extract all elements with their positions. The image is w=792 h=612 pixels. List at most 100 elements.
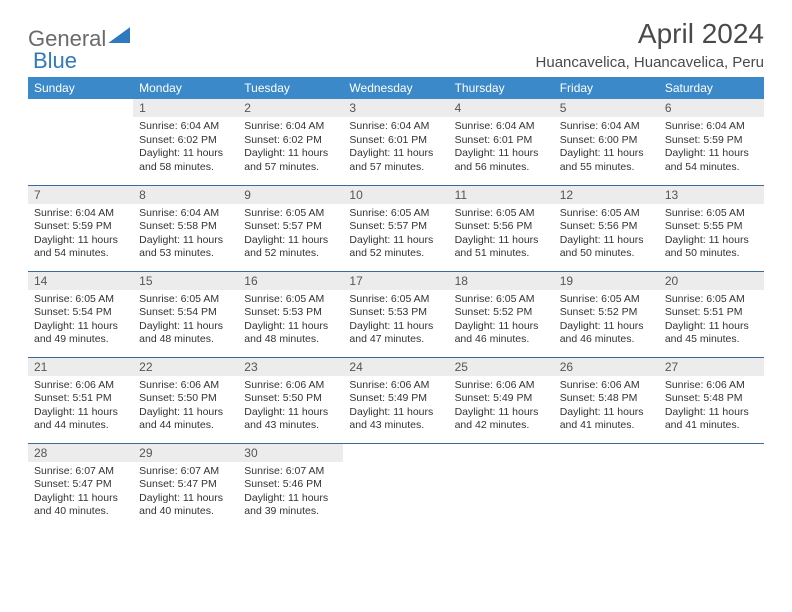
sunrise-text: Sunrise: 6:05 AM [560, 207, 653, 221]
sunrise-text: Sunrise: 6:05 AM [244, 207, 337, 221]
sunset-text: Sunset: 5:52 PM [560, 306, 653, 320]
sunrise-text: Sunrise: 6:04 AM [139, 120, 232, 134]
sunset-text: Sunset: 5:54 PM [139, 306, 232, 320]
calendar-week-row: 14Sunrise: 6:05 AMSunset: 5:54 PMDayligh… [28, 271, 764, 357]
daylight-text: Daylight: 11 hours and 43 minutes. [244, 406, 337, 433]
sunset-text: Sunset: 5:56 PM [560, 220, 653, 234]
day-number: 5 [554, 99, 659, 117]
sunrise-text: Sunrise: 6:07 AM [139, 465, 232, 479]
day-details: Sunrise: 6:05 AMSunset: 5:53 PMDaylight:… [238, 290, 343, 352]
sunrise-text: Sunrise: 6:05 AM [34, 293, 127, 307]
sunrise-text: Sunrise: 6:05 AM [560, 293, 653, 307]
day-number [659, 444, 764, 462]
day-number: 15 [133, 272, 238, 290]
day-number: 21 [28, 358, 133, 376]
sunset-text: Sunset: 5:54 PM [34, 306, 127, 320]
calendar-cell [343, 443, 448, 529]
calendar-cell: 20Sunrise: 6:05 AMSunset: 5:51 PMDayligh… [659, 271, 764, 357]
sunrise-text: Sunrise: 6:05 AM [244, 293, 337, 307]
sunset-text: Sunset: 5:47 PM [34, 478, 127, 492]
day-number: 26 [554, 358, 659, 376]
calendar-cell: 4Sunrise: 6:04 AMSunset: 6:01 PMDaylight… [449, 99, 554, 185]
weekday-header: Saturday [659, 77, 764, 99]
calendar-cell [28, 99, 133, 185]
sunset-text: Sunset: 5:47 PM [139, 478, 232, 492]
calendar-cell: 12Sunrise: 6:05 AMSunset: 5:56 PMDayligh… [554, 185, 659, 271]
daylight-text: Daylight: 11 hours and 56 minutes. [455, 147, 548, 174]
sunrise-text: Sunrise: 6:04 AM [665, 120, 758, 134]
calendar-week-row: 21Sunrise: 6:06 AMSunset: 5:51 PMDayligh… [28, 357, 764, 443]
sunset-text: Sunset: 5:58 PM [139, 220, 232, 234]
sunset-text: Sunset: 5:48 PM [665, 392, 758, 406]
day-number: 27 [659, 358, 764, 376]
sunset-text: Sunset: 5:46 PM [244, 478, 337, 492]
calendar-cell: 8Sunrise: 6:04 AMSunset: 5:58 PMDaylight… [133, 185, 238, 271]
calendar-cell: 5Sunrise: 6:04 AMSunset: 6:00 PMDaylight… [554, 99, 659, 185]
sunset-text: Sunset: 5:50 PM [244, 392, 337, 406]
day-details: Sunrise: 6:05 AMSunset: 5:55 PMDaylight:… [659, 204, 764, 266]
calendar-week-row: 7Sunrise: 6:04 AMSunset: 5:59 PMDaylight… [28, 185, 764, 271]
sunset-text: Sunset: 5:51 PM [665, 306, 758, 320]
day-details: Sunrise: 6:05 AMSunset: 5:54 PMDaylight:… [28, 290, 133, 352]
daylight-text: Daylight: 11 hours and 53 minutes. [139, 234, 232, 261]
sunset-text: Sunset: 5:48 PM [560, 392, 653, 406]
day-details: Sunrise: 6:05 AMSunset: 5:56 PMDaylight:… [554, 204, 659, 266]
day-details: Sunrise: 6:05 AMSunset: 5:57 PMDaylight:… [238, 204, 343, 266]
sunrise-text: Sunrise: 6:04 AM [349, 120, 442, 134]
brand-line2: Blue [33, 48, 77, 74]
calendar-cell: 13Sunrise: 6:05 AMSunset: 5:55 PMDayligh… [659, 185, 764, 271]
day-number [554, 444, 659, 462]
daylight-text: Daylight: 11 hours and 39 minutes. [244, 492, 337, 519]
sunrise-text: Sunrise: 6:04 AM [455, 120, 548, 134]
daylight-text: Daylight: 11 hours and 44 minutes. [34, 406, 127, 433]
day-number: 1 [133, 99, 238, 117]
weekday-header: Wednesday [343, 77, 448, 99]
daylight-text: Daylight: 11 hours and 52 minutes. [349, 234, 442, 261]
calendar-cell: 7Sunrise: 6:04 AMSunset: 5:59 PMDaylight… [28, 185, 133, 271]
calendar-table: Sunday Monday Tuesday Wednesday Thursday… [28, 77, 764, 529]
calendar-cell: 23Sunrise: 6:06 AMSunset: 5:50 PMDayligh… [238, 357, 343, 443]
sunset-text: Sunset: 5:56 PM [455, 220, 548, 234]
sunrise-text: Sunrise: 6:04 AM [34, 207, 127, 221]
sunrise-text: Sunrise: 6:04 AM [244, 120, 337, 134]
day-number: 11 [449, 186, 554, 204]
sunset-text: Sunset: 5:51 PM [34, 392, 127, 406]
day-number: 22 [133, 358, 238, 376]
calendar-cell: 26Sunrise: 6:06 AMSunset: 5:48 PMDayligh… [554, 357, 659, 443]
sail-icon [108, 27, 130, 43]
day-details: Sunrise: 6:07 AMSunset: 5:47 PMDaylight:… [28, 462, 133, 524]
calendar-cell: 10Sunrise: 6:05 AMSunset: 5:57 PMDayligh… [343, 185, 448, 271]
daylight-text: Daylight: 11 hours and 41 minutes. [560, 406, 653, 433]
day-details: Sunrise: 6:06 AMSunset: 5:51 PMDaylight:… [28, 376, 133, 438]
day-details: Sunrise: 6:06 AMSunset: 5:50 PMDaylight:… [133, 376, 238, 438]
day-number: 19 [554, 272, 659, 290]
daylight-text: Daylight: 11 hours and 51 minutes. [455, 234, 548, 261]
sunset-text: Sunset: 6:02 PM [139, 134, 232, 148]
sunset-text: Sunset: 6:01 PM [455, 134, 548, 148]
sunrise-text: Sunrise: 6:06 AM [455, 379, 548, 393]
daylight-text: Daylight: 11 hours and 40 minutes. [34, 492, 127, 519]
calendar-cell: 18Sunrise: 6:05 AMSunset: 5:52 PMDayligh… [449, 271, 554, 357]
day-number: 30 [238, 444, 343, 462]
daylight-text: Daylight: 11 hours and 57 minutes. [244, 147, 337, 174]
day-number: 24 [343, 358, 448, 376]
weekday-header: Tuesday [238, 77, 343, 99]
calendar-cell: 17Sunrise: 6:05 AMSunset: 5:53 PMDayligh… [343, 271, 448, 357]
day-details: Sunrise: 6:05 AMSunset: 5:52 PMDaylight:… [554, 290, 659, 352]
weekday-header: Monday [133, 77, 238, 99]
calendar-page: General April 2024 Huancavelica, Huancav… [0, 0, 792, 547]
daylight-text: Daylight: 11 hours and 48 minutes. [244, 320, 337, 347]
sunrise-text: Sunrise: 6:05 AM [455, 207, 548, 221]
brand-part2: Blue [33, 48, 77, 73]
day-details: Sunrise: 6:06 AMSunset: 5:48 PMDaylight:… [659, 376, 764, 438]
day-details: Sunrise: 6:04 AMSunset: 6:02 PMDaylight:… [238, 117, 343, 179]
sunrise-text: Sunrise: 6:06 AM [34, 379, 127, 393]
day-number: 20 [659, 272, 764, 290]
day-number [449, 444, 554, 462]
day-number: 23 [238, 358, 343, 376]
calendar-cell: 28Sunrise: 6:07 AMSunset: 5:47 PMDayligh… [28, 443, 133, 529]
header: General April 2024 Huancavelica, Huancav… [28, 18, 764, 71]
location-text: Huancavelica, Huancavelica, Peru [536, 54, 764, 71]
sunset-text: Sunset: 5:57 PM [244, 220, 337, 234]
calendar-cell: 25Sunrise: 6:06 AMSunset: 5:49 PMDayligh… [449, 357, 554, 443]
